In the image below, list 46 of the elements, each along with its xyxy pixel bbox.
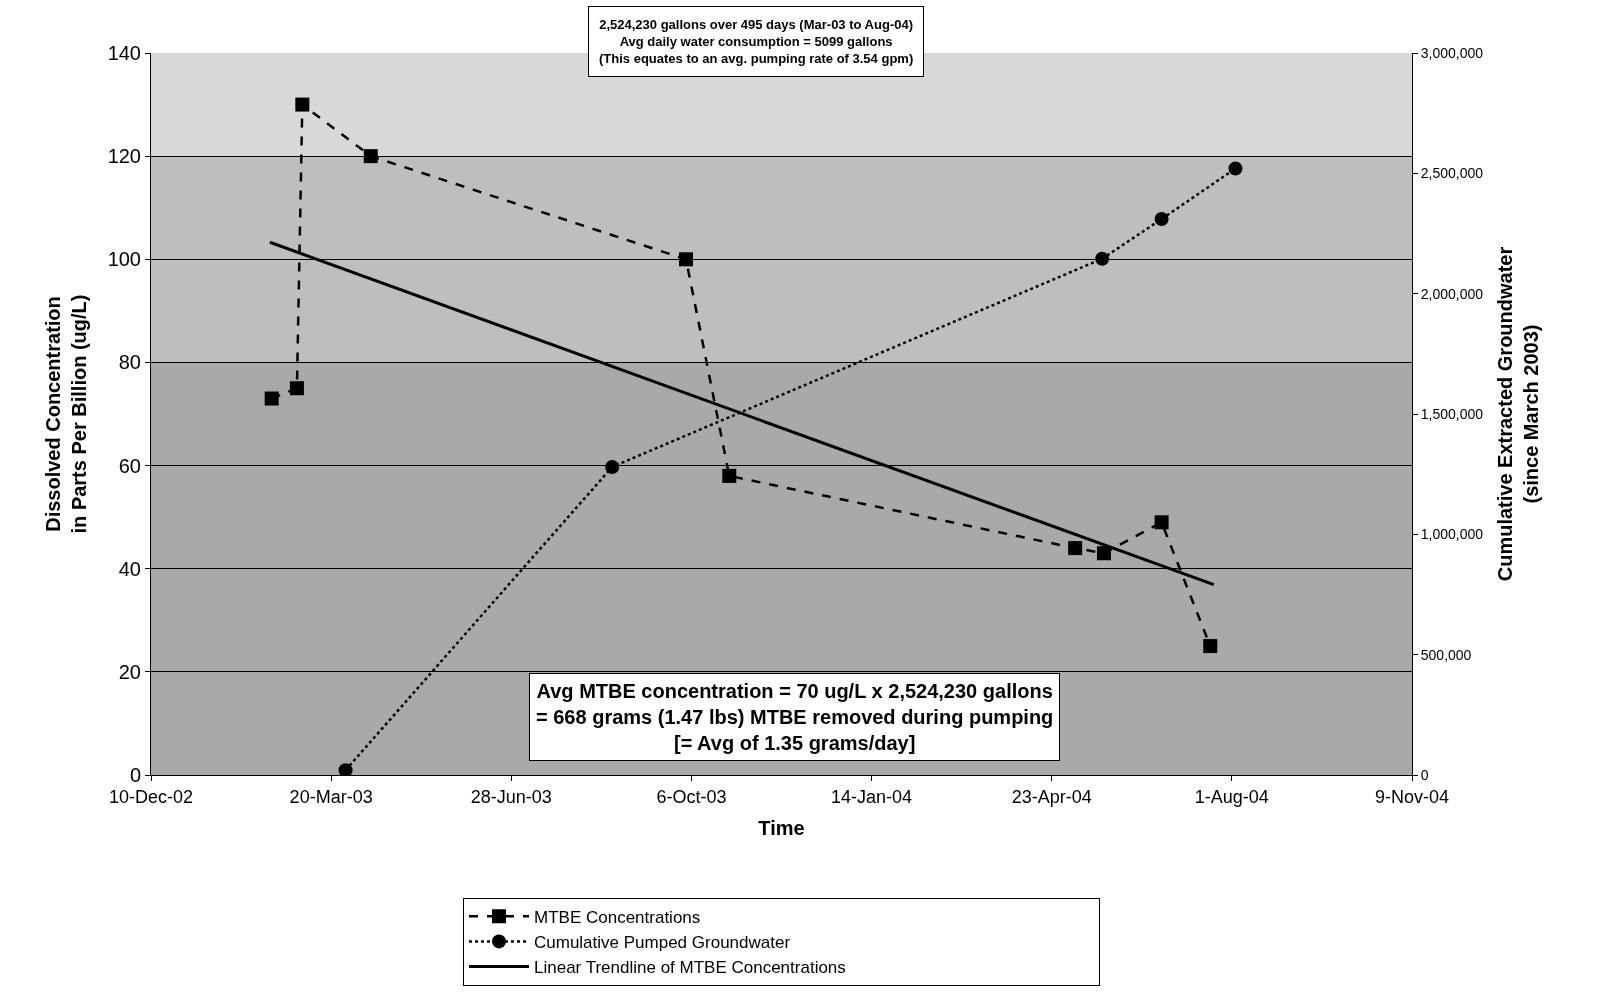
x-tick-label: 10-Dec-02 (108, 786, 194, 807)
x-tick-label: 28-Jun-03 (470, 786, 552, 807)
point (363, 149, 378, 164)
point (264, 391, 279, 406)
y2-tick-label: 1,000,000 (1420, 526, 1484, 543)
y-tick-label: 120 (107, 145, 141, 168)
y-tick-label: 100 (107, 248, 141, 271)
point (289, 381, 304, 396)
legend-label: Cumulative Pumped Groundwater (534, 933, 791, 953)
point (1203, 639, 1218, 654)
x-tick-label: 20-Mar-03 (289, 786, 373, 807)
y2-tick-label: 0 (1420, 766, 1429, 783)
legend-label: Linear Trendline of MTBE Concentrations (534, 958, 846, 978)
y2-tick-label: 2,500,000 (1420, 165, 1484, 182)
annotation: 2,524,230 gallons over 495 days (Mar-03 to Aug-04) Avg daily water consumption = 5099 gallons (This equates to an avg. pumping rate of 3.54 gpm) (599, 17, 914, 66)
y2-tick-label: 500,000 (1420, 646, 1472, 663)
point (1068, 541, 1083, 556)
point (679, 252, 694, 267)
legend-label: MTBE Concentrations (534, 907, 701, 927)
annotation: Avg MTBE concentration = 70 ug/L x 2,524,230 gallons = 668 grams (1.47 lbs) MTBE removed during pumping [= Avg of 1.35 grams/day] (536, 680, 1054, 754)
point (338, 763, 353, 775)
point (722, 468, 737, 483)
y2-axis-title: Cumulative Extracted Groundwater (since March 2003) (1493, 246, 1542, 582)
point (295, 97, 310, 112)
point (1095, 251, 1110, 266)
y-tick-label: 20 (118, 660, 141, 683)
x-axis-title: Time (758, 817, 805, 840)
x-tick-label: 14-Jan-04 (831, 786, 913, 807)
y2-tick-label: 2,000,000 (1420, 285, 1484, 302)
y-tick-label: 60 (118, 454, 141, 477)
point (605, 459, 620, 474)
y-tick-label: 140 (107, 42, 141, 64)
x-tick-label: 9-Nov-04 (1374, 786, 1450, 807)
x-tick-label: 23-Apr-04 (1011, 786, 1092, 807)
point (1154, 212, 1169, 227)
point (1228, 161, 1243, 176)
point (1096, 546, 1111, 561)
y-tick-label: 40 (118, 557, 141, 580)
y2-tick-label: 3,000,000 (1420, 44, 1484, 61)
y2-tick-label: 1,500,000 (1420, 405, 1484, 422)
y-tick-label: 0 (129, 764, 141, 786)
x-tick-label: 1-Aug-04 (1194, 786, 1269, 807)
x-tick-label: 6-Oct-03 (656, 786, 727, 807)
y-tick-label: 80 (118, 351, 141, 374)
y-axis-title: Dissolved Concentration in Parts Per Billion (ug/L) (42, 294, 91, 534)
point (1154, 515, 1169, 530)
